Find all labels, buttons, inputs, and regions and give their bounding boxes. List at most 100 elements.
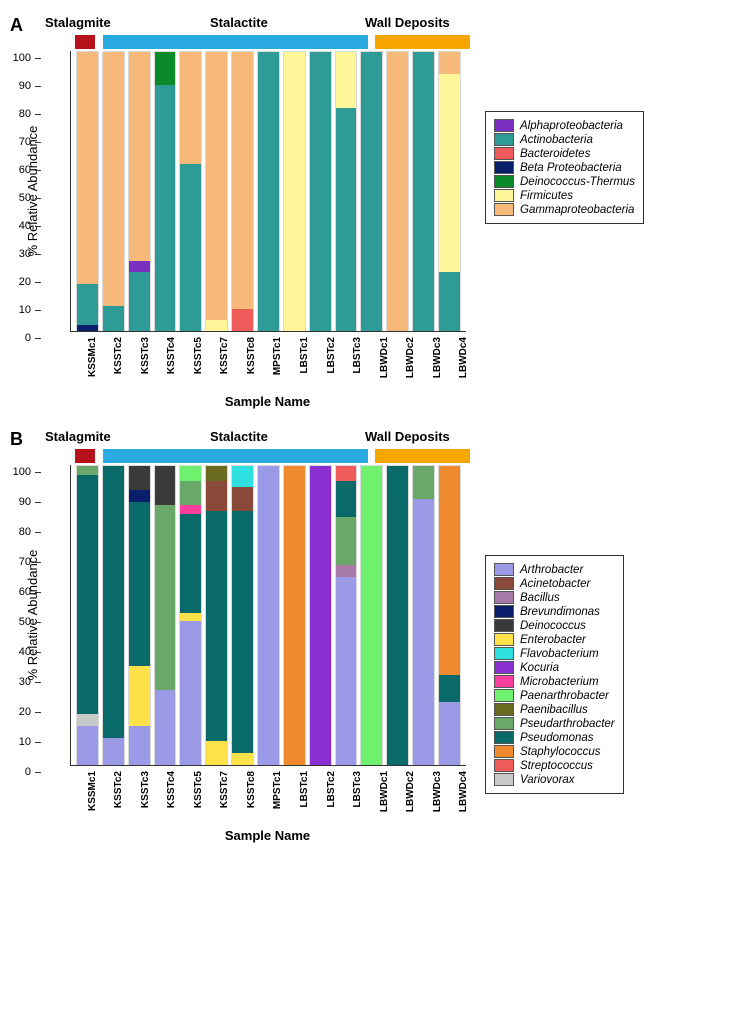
bar-segment: [336, 517, 357, 565]
legend-text: Pseudomonas: [520, 732, 594, 744]
group-bar: [375, 35, 470, 49]
legend-text: Kocuria: [520, 662, 559, 674]
group-label: Wall Deposits: [365, 15, 450, 30]
x-tick-label: LBWDc3: [420, 766, 444, 826]
legend-swatch: [494, 703, 514, 716]
legend-swatch: [494, 759, 514, 772]
stacked-bar: [335, 51, 358, 331]
legend-text: Bacteroidetes: [520, 148, 590, 160]
panel-label: A: [10, 15, 23, 36]
y-axis-label: % Relative Abundance: [25, 550, 40, 681]
x-tick-label: LBSTc1: [287, 332, 311, 392]
legend-text: Acinetobacter: [520, 578, 590, 590]
legend-text: Microbacterium: [520, 676, 599, 688]
y-tick: 70: [1, 136, 31, 148]
y-tick: 30: [1, 248, 31, 260]
y-tick: 80: [1, 108, 31, 120]
legend-swatch: [494, 563, 514, 576]
x-tick-label: LBSTc2: [314, 766, 338, 826]
legend-item: Paenarthrobacter: [494, 689, 615, 702]
y-tick: 10: [1, 736, 31, 748]
bar-segment: [232, 466, 253, 487]
legend-text: Arthrobacter: [520, 564, 583, 576]
legend-swatch: [494, 133, 514, 146]
x-tick-label: KSSTc8: [234, 766, 258, 826]
group-label: Stalagmite: [45, 15, 111, 30]
x-labels: KSSMc1KSSTc2KSSTc3KSSTc4KSSTc5KSSTc7KSST…: [70, 766, 475, 826]
x-tick-label: MPSTc1: [261, 766, 285, 826]
stacked-bar: [257, 51, 280, 331]
x-tick-label: KSSTc2: [102, 766, 126, 826]
legend-item: Pseudomonas: [494, 731, 615, 744]
bar-segment: [439, 52, 460, 74]
bar-segment: [77, 284, 98, 326]
stacked-bar: [154, 465, 177, 765]
legend-item: Arthrobacter: [494, 563, 615, 576]
bar-segment: [206, 52, 227, 320]
bar-segment: [361, 466, 382, 765]
legend-item: Staphylococcus: [494, 745, 615, 758]
x-labels: KSSMc1KSSTc2KSSTc3KSSTc4KSSTc5KSSTc7KSST…: [70, 332, 475, 392]
y-tick: 80: [1, 526, 31, 538]
legend-swatch: [494, 717, 514, 730]
chart-area: % Relative Abundance01020304050607080901…: [10, 465, 475, 843]
bar-segment: [206, 511, 227, 741]
group-label: Wall Deposits: [365, 429, 450, 444]
legend-item: Alphaproteobacteria: [494, 119, 635, 132]
legend-item: Actinobacteria: [494, 133, 635, 146]
stacked-bar: [102, 51, 125, 331]
bar-segment: [258, 466, 279, 765]
bar-segment: [103, 738, 124, 765]
bar-segment: [232, 511, 253, 753]
bar-segment: [284, 52, 305, 331]
legend-text: Staphylococcus: [520, 746, 601, 758]
bar-segment: [361, 52, 382, 331]
legend-text: Beta Proteobacteria: [520, 162, 622, 174]
bar-segment: [129, 466, 150, 490]
bar-segment: [155, 690, 176, 765]
bar-segment: [232, 487, 253, 511]
legend-text: Enterobacter: [520, 634, 586, 646]
legend-swatch: [494, 605, 514, 618]
group-label: Stalactite: [210, 15, 268, 30]
legend-item: Bacillus: [494, 591, 615, 604]
bar-segment: [180, 52, 201, 164]
bar-segment: [387, 52, 408, 331]
bar-segment: [155, 85, 176, 331]
legend-text: Variovorax: [520, 774, 575, 786]
stacked-bar: [102, 465, 125, 765]
stacked-bar: [128, 465, 151, 765]
y-tick: 20: [1, 276, 31, 288]
legend-swatch: [494, 619, 514, 632]
bar-segment: [413, 52, 434, 331]
x-tick-label: KSSTc7: [208, 766, 232, 826]
bar-segment: [103, 52, 124, 306]
group-label: Stalagmite: [45, 429, 111, 444]
bar-segment: [439, 702, 460, 765]
legend-text: Streptococcus: [520, 760, 593, 772]
bar-segment: [129, 261, 150, 272]
group-bar: [375, 449, 470, 463]
legend-item: Kocuria: [494, 661, 615, 674]
bar-segment: [439, 675, 460, 702]
bar-segment: [439, 272, 460, 331]
bar-segment: [180, 466, 201, 481]
y-tick: 50: [1, 616, 31, 628]
group-labels: StalagmiteStalactiteWall Deposits: [70, 15, 465, 35]
bar-segment: [77, 325, 98, 331]
legend-item: Deinococcus-Thermus: [494, 175, 635, 188]
legend-swatch: [494, 175, 514, 188]
stacked-bar: [179, 465, 202, 765]
bar-segment: [206, 741, 227, 765]
legend-swatch: [494, 189, 514, 202]
x-axis-title: Sample Name: [70, 828, 465, 843]
x-tick-label: LBSTc1: [287, 766, 311, 826]
bars-container: [71, 465, 466, 765]
bar-segment: [232, 52, 253, 309]
bar-segment: [284, 466, 305, 765]
bar-segment: [180, 613, 201, 622]
legend-item: Brevundimonas: [494, 605, 615, 618]
legend-text: Actinobacteria: [520, 134, 593, 146]
bar-segment: [258, 52, 279, 331]
bar-segment: [77, 714, 98, 726]
